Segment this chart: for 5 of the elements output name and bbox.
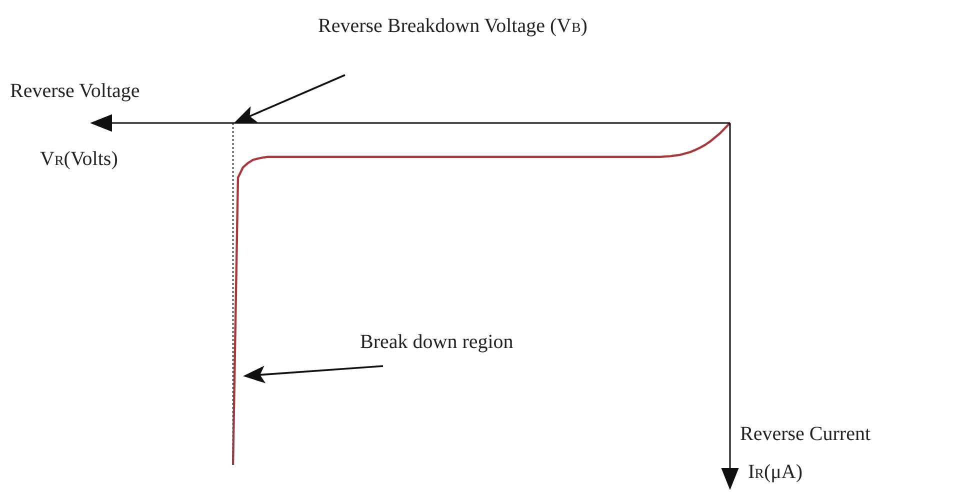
- text: Reverse Current: [740, 423, 871, 445]
- text: IR(μA): [748, 461, 802, 483]
- text: Reverse Breakdown Voltage (VB): [318, 15, 588, 37]
- text: Reverse Voltage VR(Volts): [10, 80, 140, 170]
- annotation: Break down region: [360, 331, 514, 354]
